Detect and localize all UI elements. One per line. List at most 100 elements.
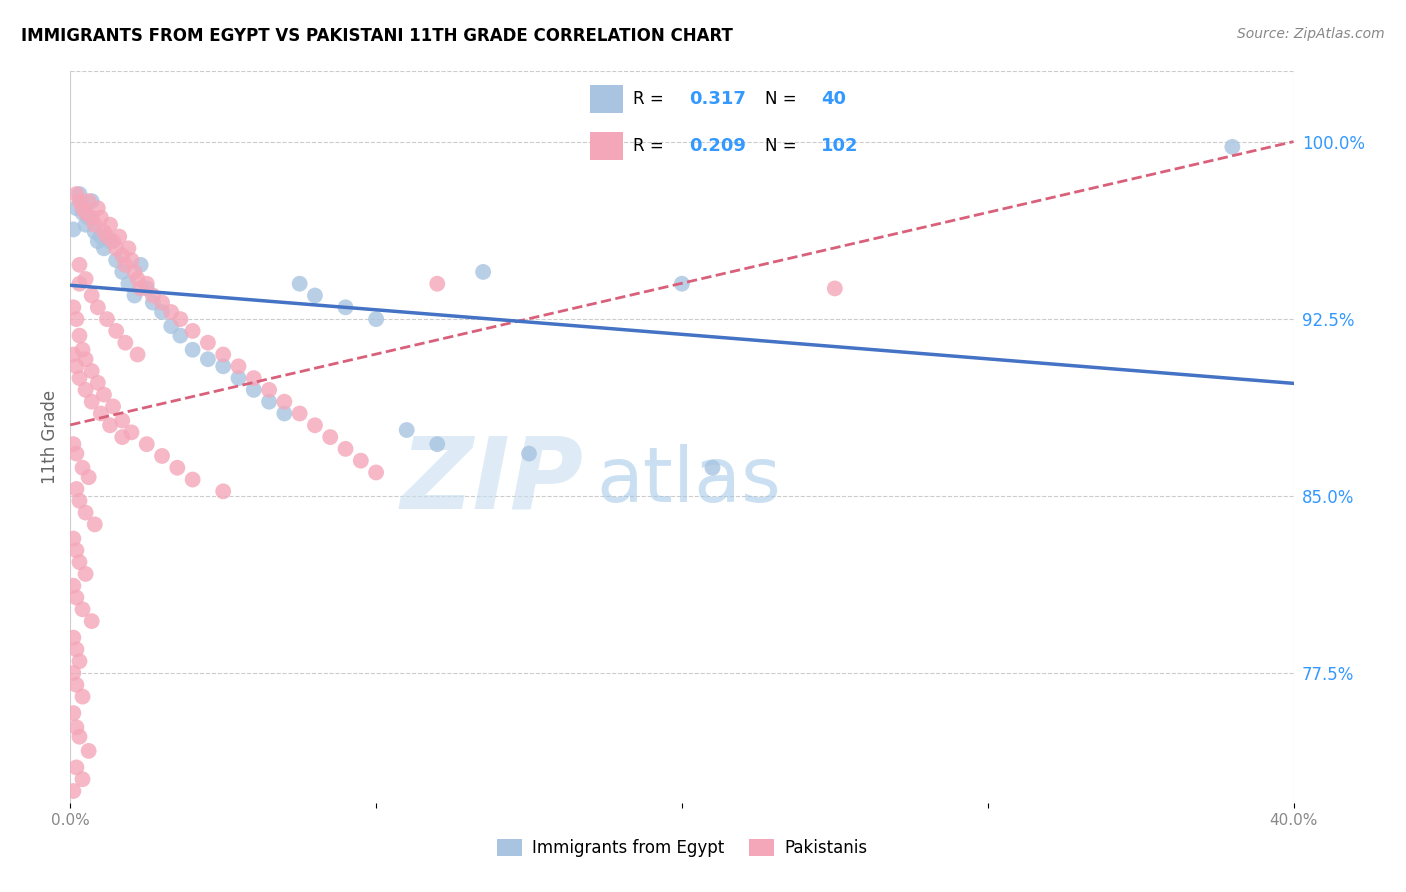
Point bbox=[96, 229, 118, 244]
Point bbox=[319, 430, 342, 444]
Point bbox=[288, 407, 311, 421]
Point bbox=[142, 288, 165, 302]
Point bbox=[75, 206, 97, 220]
Text: 0.209: 0.209 bbox=[689, 137, 747, 155]
Point bbox=[257, 383, 280, 397]
Point bbox=[69, 277, 91, 291]
Point bbox=[65, 543, 87, 558]
Point bbox=[257, 394, 280, 409]
Point bbox=[111, 413, 134, 427]
Point bbox=[93, 241, 115, 255]
Point bbox=[124, 288, 146, 302]
Point bbox=[72, 690, 94, 704]
Point bbox=[96, 312, 118, 326]
Point bbox=[111, 248, 134, 262]
Point bbox=[228, 359, 250, 374]
Point bbox=[62, 532, 84, 546]
Point bbox=[93, 225, 115, 239]
Point bbox=[824, 281, 846, 295]
Point bbox=[90, 229, 112, 244]
Point bbox=[72, 201, 94, 215]
Point bbox=[69, 194, 91, 208]
Point bbox=[62, 666, 84, 681]
Point bbox=[212, 484, 235, 499]
Point bbox=[101, 400, 124, 414]
Point bbox=[121, 425, 143, 440]
Point bbox=[75, 352, 97, 367]
Point bbox=[111, 265, 134, 279]
Point bbox=[65, 187, 87, 202]
Point bbox=[127, 347, 149, 361]
Point bbox=[69, 555, 91, 569]
Point bbox=[273, 407, 295, 421]
Point bbox=[517, 447, 540, 461]
Point bbox=[160, 319, 183, 334]
Point bbox=[243, 371, 266, 385]
Point bbox=[150, 305, 173, 319]
Point bbox=[108, 229, 131, 244]
Point bbox=[75, 272, 97, 286]
Point bbox=[98, 418, 121, 433]
Point bbox=[87, 301, 110, 315]
Point bbox=[65, 312, 87, 326]
Point bbox=[62, 706, 84, 720]
Text: N =: N = bbox=[765, 137, 797, 155]
Point bbox=[105, 324, 128, 338]
Point bbox=[69, 654, 91, 668]
Point bbox=[62, 784, 84, 798]
Point bbox=[273, 394, 295, 409]
Text: IMMIGRANTS FROM EGYPT VS PAKISTANI 11TH GRADE CORRELATION CHART: IMMIGRANTS FROM EGYPT VS PAKISTANI 11TH … bbox=[21, 27, 733, 45]
Point bbox=[62, 347, 84, 361]
Point bbox=[472, 265, 495, 279]
Text: ZIP: ZIP bbox=[401, 433, 583, 530]
Point bbox=[87, 201, 110, 215]
Text: N =: N = bbox=[765, 90, 797, 108]
Point bbox=[395, 423, 418, 437]
Point bbox=[83, 218, 105, 232]
Legend: Immigrants from Egypt, Pakistanis: Immigrants from Egypt, Pakistanis bbox=[491, 832, 873, 864]
Point bbox=[1220, 140, 1243, 154]
Point bbox=[65, 447, 87, 461]
Point bbox=[72, 343, 94, 357]
Point bbox=[150, 295, 173, 310]
Point bbox=[65, 591, 87, 605]
Point bbox=[72, 206, 94, 220]
Point bbox=[65, 760, 87, 774]
Point bbox=[129, 281, 152, 295]
Point bbox=[87, 376, 110, 390]
Point bbox=[181, 324, 204, 338]
Point bbox=[111, 430, 134, 444]
Point bbox=[124, 265, 146, 279]
Point bbox=[169, 328, 191, 343]
Point bbox=[75, 566, 97, 581]
Point bbox=[181, 343, 204, 357]
Point bbox=[62, 579, 84, 593]
Point bbox=[80, 364, 103, 378]
Point bbox=[98, 234, 121, 248]
Point bbox=[160, 305, 183, 319]
Point bbox=[83, 517, 105, 532]
Point bbox=[366, 466, 388, 480]
Point bbox=[117, 241, 139, 255]
Point bbox=[69, 730, 91, 744]
Point bbox=[65, 720, 87, 734]
Point bbox=[65, 201, 87, 215]
Point bbox=[197, 335, 219, 350]
Text: Source: ZipAtlas.com: Source: ZipAtlas.com bbox=[1237, 27, 1385, 41]
Point bbox=[212, 359, 235, 374]
Point bbox=[90, 407, 112, 421]
Point bbox=[62, 631, 84, 645]
Point bbox=[105, 253, 128, 268]
Point bbox=[101, 234, 124, 248]
Point bbox=[90, 211, 112, 225]
Text: 0.317: 0.317 bbox=[689, 90, 747, 108]
Point bbox=[150, 449, 173, 463]
Text: R =: R = bbox=[633, 90, 664, 108]
Point bbox=[62, 437, 84, 451]
Point bbox=[671, 277, 693, 291]
Point bbox=[69, 187, 91, 202]
Point bbox=[72, 772, 94, 787]
Point bbox=[166, 460, 188, 475]
Point bbox=[304, 288, 326, 302]
Point bbox=[243, 383, 266, 397]
